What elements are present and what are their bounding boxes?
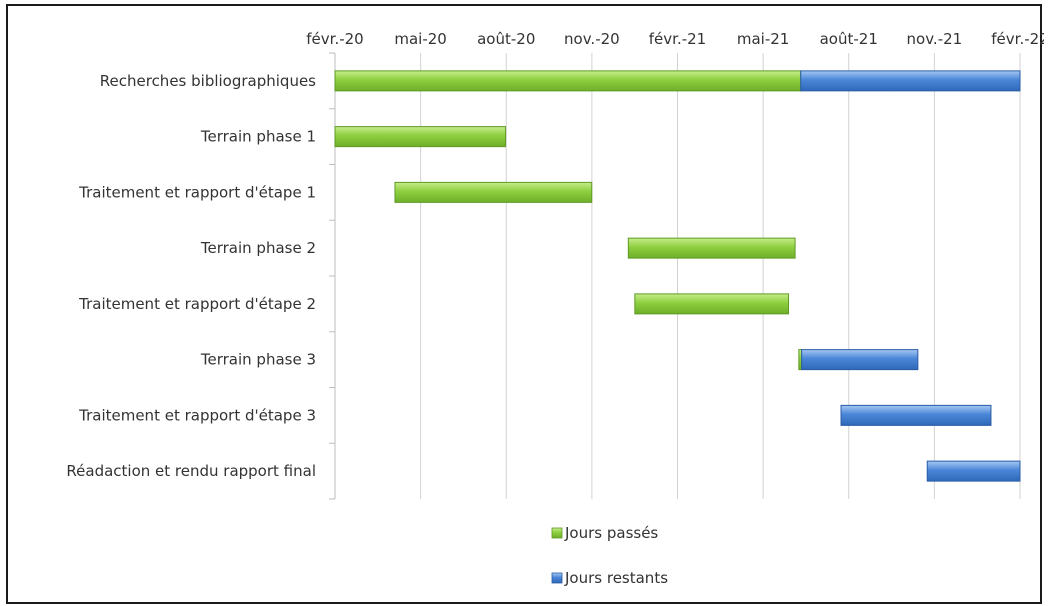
x-axis-ticks: févr.-20 mai-20 août-20 nov.-20 févr.-21 mai-… [306,30,1044,48]
bar-jours-passes [394,181,593,203]
chart-frame: févr.-20 mai-20 août-20 nov.-20 févr.-21 mai-… [6,4,1044,604]
bar-jours-passes [634,293,790,315]
x-tick-label: mai-20 [394,30,446,48]
x-tick-label: févr.-21 [649,30,706,48]
legend-label-remaining: Jours restants [564,569,668,587]
category-label: Recherches bibliographiques [100,72,316,90]
bar-jours-restants [840,404,992,426]
gridlines [420,53,1021,499]
legend-swatch-passed [551,527,563,539]
x-tick-label: févr.-20 [306,30,363,48]
legend-label-passed: Jours passés [564,524,658,542]
legend-swatch-remaining [551,572,563,584]
category-label: Terrain phase 2 [200,239,316,257]
x-tick-label: mai-21 [737,30,789,48]
category-label: Traitement et rapport d'étape 2 [78,295,316,313]
x-tick-label: nov.-21 [907,30,963,48]
category-label: Réadaction et rendu rapport final [66,462,316,480]
legend: Jours passés Jours restants [551,524,668,587]
bar-jours-passes [334,70,802,92]
x-tick-label: nov.-20 [564,30,620,48]
y-axis [329,52,336,500]
category-label: Traitement et rapport d'étape 3 [78,406,316,424]
category-labels: Recherches bibliographiques Terrain phase… [66,72,316,480]
bar-jours-restants [800,70,1021,92]
bars [334,70,1021,482]
bar-jours-restants [801,349,919,371]
bar-jours-passes [334,126,507,148]
x-tick-label: août-21 [820,30,878,48]
x-tick-label: févr.-22 [991,30,1044,48]
category-label: Terrain phase 3 [200,351,316,369]
category-label: Terrain phase 1 [200,128,316,146]
category-label: Traitement et rapport d'étape 1 [78,183,316,201]
bar-jours-passes [627,237,796,259]
gantt-chart: févr.-20 mai-20 août-20 nov.-20 févr.-21 mai-… [66,30,1044,587]
bar-jours-restants [926,460,1021,482]
x-tick-label: août-20 [477,30,535,48]
